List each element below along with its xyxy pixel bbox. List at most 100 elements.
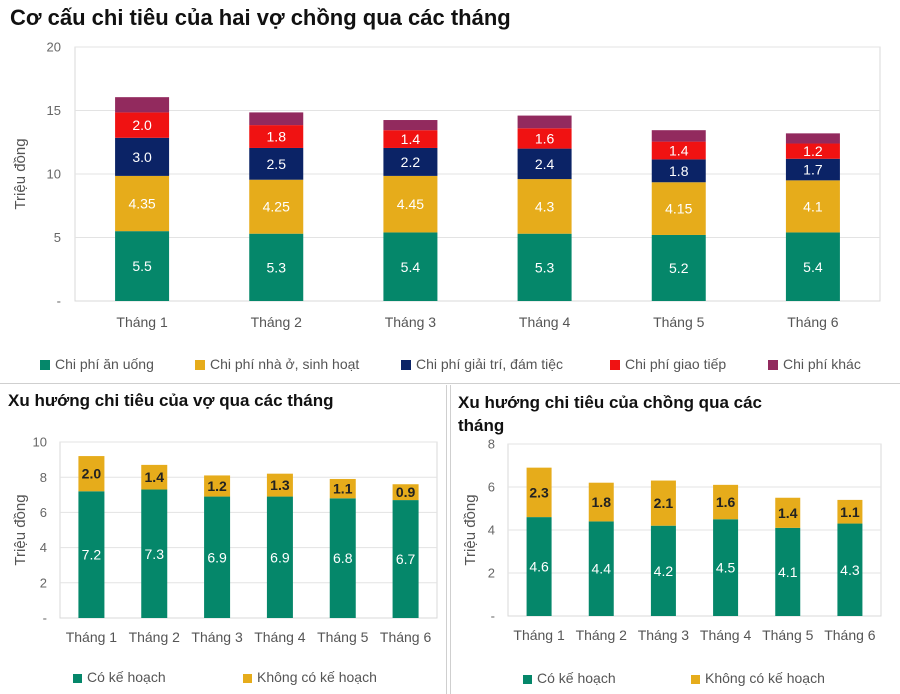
- data-label: 1.1: [333, 481, 353, 497]
- data-label: 2.0: [82, 466, 102, 482]
- y-tick-label: -: [57, 294, 61, 309]
- bar-segment: [517, 233, 572, 301]
- x-tick-label: Tháng 6: [787, 314, 839, 330]
- chart-panel-total: Cơ cấu chi tiêu của hai vợ chồng qua các…: [0, 5, 900, 384]
- bar-segment: [115, 137, 170, 176]
- bar-segment: [115, 97, 170, 113]
- bar-segment: [775, 527, 801, 616]
- bar-segment: [249, 112, 304, 126]
- bar-segment: [650, 525, 676, 616]
- stacked-bar-chart-wife: - 2 4 6 8 10 Triệu đồng 7.2 2.0 Tháng 1 7.3 1.4 Thán…: [12, 435, 438, 685]
- data-label: 2.2: [401, 154, 421, 170]
- data-label: 7.3: [145, 546, 165, 562]
- bar-segment: [329, 478, 356, 499]
- legend-swatch: [401, 360, 411, 370]
- bar-segment: [517, 128, 572, 149]
- bar-segment: [249, 179, 304, 234]
- chart-title: Xu hướng chi tiêu của vợ qua các tháng: [8, 391, 334, 410]
- x-tick-label: Tháng 5: [653, 314, 705, 330]
- bar-segment: [141, 489, 168, 618]
- legend-swatch: [243, 674, 252, 683]
- legend-label: Có kế hoạch: [537, 670, 616, 686]
- x-tick-label: Tháng 3: [638, 627, 690, 643]
- bar-segment: [650, 480, 676, 526]
- data-label: 1.3: [270, 477, 290, 493]
- x-tick-label: Tháng 6: [380, 629, 432, 645]
- data-label: 2.5: [267, 156, 287, 172]
- bar-segment: [392, 484, 419, 501]
- legend-label: Chi phí ăn uống: [55, 356, 154, 372]
- plot-area: [59, 441, 438, 619]
- x-tick-label: Tháng 6: [824, 627, 876, 643]
- legend-swatch: [691, 675, 700, 684]
- bar-segment: [651, 130, 706, 142]
- data-label: 5.5: [132, 258, 152, 274]
- bar-segment: [785, 133, 840, 144]
- bar-segment: [78, 456, 105, 492]
- y-axis-title: Triệu đồng: [12, 494, 29, 565]
- data-label: 1.6: [716, 494, 736, 510]
- data-label: 4.45: [397, 196, 424, 212]
- bar-segment: [785, 232, 840, 301]
- data-label: 5.3: [267, 259, 287, 275]
- data-label: 4.1: [803, 198, 823, 214]
- data-label: 4.1: [778, 564, 798, 580]
- bar-segment: [266, 473, 293, 497]
- x-tick-label: Tháng 3: [191, 629, 243, 645]
- legend-label: Không có kế hoạch: [257, 669, 377, 685]
- y-tick-label: 20: [47, 40, 61, 55]
- data-label: 2.0: [132, 117, 152, 133]
- bar-segment: [517, 148, 572, 180]
- data-label: 7.2: [82, 547, 102, 563]
- x-tick-label: Tháng 4: [254, 629, 306, 645]
- data-label: 4.25: [263, 199, 290, 215]
- y-axis-title: Triệu đồng: [462, 494, 479, 565]
- bar-segment: [651, 182, 706, 235]
- legend-label: Chi phí giao tiếp: [625, 356, 726, 372]
- legend-label: Chi phí khác: [783, 356, 861, 372]
- data-label: 4.3: [840, 562, 860, 578]
- data-label: 1.4: [145, 469, 165, 485]
- bar-segment: [249, 233, 304, 301]
- data-label: 4.4: [592, 561, 612, 577]
- chart-panel-wife: Xu hướng chi tiêu của vợ qua các tháng -…: [0, 385, 447, 694]
- data-label: 1.6: [535, 130, 555, 146]
- legend-swatch: [768, 360, 778, 370]
- data-label: 1.4: [669, 143, 689, 159]
- legend-swatch: [195, 360, 205, 370]
- legend-swatch: [523, 675, 532, 684]
- data-label: 1.2: [207, 478, 227, 494]
- bar-segment: [526, 467, 552, 518]
- data-label: 6.9: [270, 549, 290, 565]
- y-tick-label: 8: [40, 470, 47, 485]
- bar-segment: [785, 180, 840, 233]
- legend-label: Chi phí nhà ở, sinh hoạt: [210, 356, 359, 372]
- data-label: 5.3: [535, 259, 555, 275]
- y-tick-label: 5: [54, 230, 61, 245]
- y-tick-label: -: [43, 611, 47, 626]
- bar-segment: [713, 519, 739, 616]
- y-tick-label: -: [491, 609, 495, 624]
- data-label: 1.1: [840, 504, 860, 520]
- chart-title: Xu hướng chi tiêu của chồng qua các thán…: [458, 393, 762, 435]
- bar-segment: [329, 498, 356, 618]
- stacked-bar-chart-husband: - 2 4 6 8 Triệu đồng 4.6 2.3 Tháng 1 4.4 1.8 Tháng …: [462, 437, 882, 686]
- y-tick-label: 2: [40, 575, 47, 590]
- bar-segment: [651, 141, 706, 160]
- bar-segment: [115, 112, 170, 138]
- bar-segment: [392, 500, 419, 618]
- bar-segment: [204, 475, 231, 497]
- y-tick-label: 6: [488, 480, 495, 495]
- x-tick-label: Tháng 5: [317, 629, 369, 645]
- data-label: 1.7: [803, 162, 823, 178]
- legend-swatch: [610, 360, 620, 370]
- y-tick-label: 10: [33, 435, 47, 450]
- bar-segment: [249, 147, 304, 180]
- bar-segment: [785, 143, 840, 159]
- x-tick-label: Tháng 2: [129, 629, 181, 645]
- bar-segment: [713, 484, 739, 520]
- data-label: 5.2: [669, 260, 689, 276]
- y-tick-label: 2: [488, 566, 495, 581]
- bar-segment: [785, 158, 840, 181]
- bar-segment: [204, 496, 231, 618]
